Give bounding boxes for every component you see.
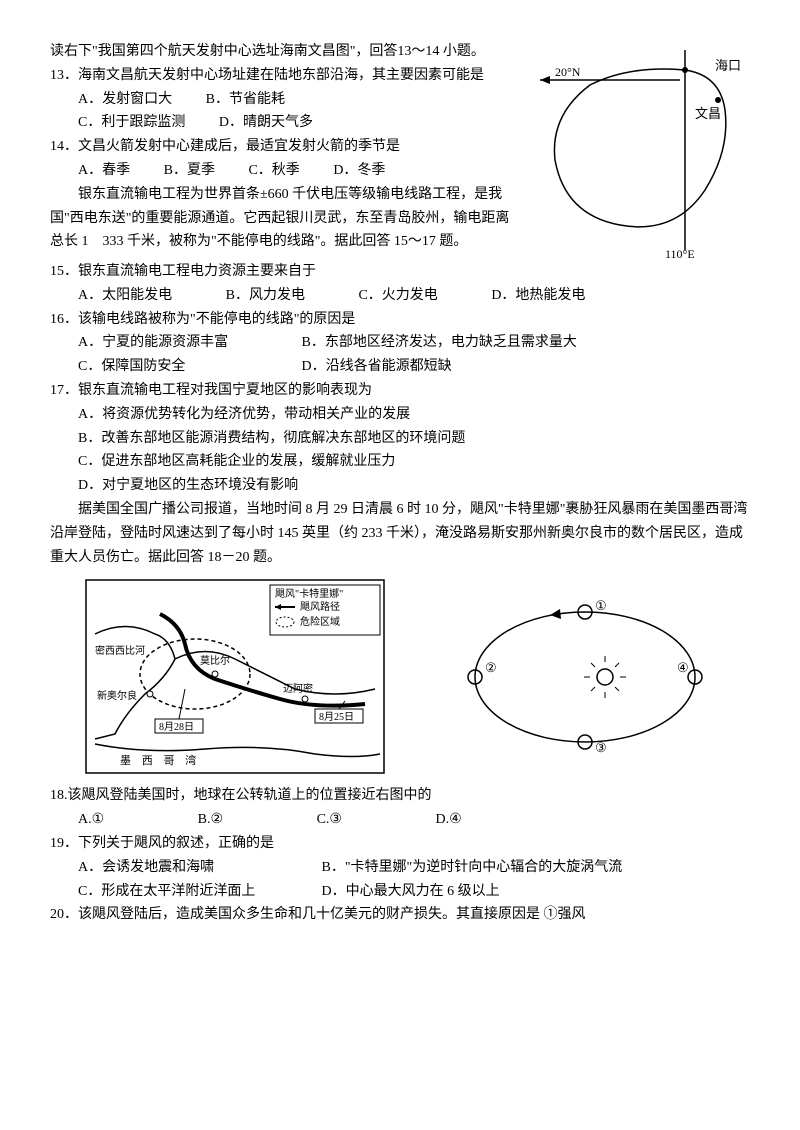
legend-path: 飓风路径 — [300, 600, 340, 613]
mobile-label: 莫比尔 — [200, 654, 230, 667]
haikou-label: 海口 — [715, 58, 741, 73]
q15-b: B．风力发电 — [226, 284, 305, 308]
q13-b: B．节省能耗 — [206, 88, 285, 112]
q14-d: D．冬季 — [333, 159, 385, 183]
q19-c: C．形成在太平洋附近洋面上 — [78, 880, 288, 904]
gulf-label: 墨 西 哥 湾 — [120, 753, 200, 767]
miami-label: 迈阿密 — [283, 682, 313, 695]
q18-a: A.① — [78, 808, 104, 832]
q13-c: C．利于跟踪监测 — [78, 111, 185, 135]
neworleans-label: 新奥尔良 — [97, 689, 137, 702]
q16-c: C．保障国防安全 — [78, 355, 268, 379]
q18-c: C.③ — [317, 808, 342, 832]
q17-b: B．改善东部地区能源消费结构，彻底解决东部地区的环境问题 — [78, 427, 750, 451]
q17-c: C．促进东部地区高耗能企业的发展，缓解就业压力 — [78, 450, 750, 474]
hainan-map-svg: 20°N 110°E 海口 文昌 — [520, 40, 750, 260]
wenchang-label: 文昌 — [695, 106, 721, 121]
q19-a: A．会诱发地震和海啸 — [78, 856, 288, 880]
lon-label: 110°E — [665, 247, 695, 260]
q19-d: D．中心最大风力在 6 级以上 — [322, 880, 500, 904]
legend-zone: 危险区域 — [300, 615, 340, 628]
q13-d: D．晴朗天气多 — [219, 111, 313, 135]
q16-a: A．宁夏的能源资源丰富 — [78, 331, 268, 355]
orbit-diagram-svg: ① ② ③ ④ — [455, 592, 715, 762]
q14-b: B．夏季 — [164, 159, 215, 183]
q16-b: B．东部地区经济发达，电力缺乏且需求量大 — [302, 331, 577, 355]
q19-b: B．"卡特里娜"为逆时针向中心辐合的大旋涡气流 — [322, 856, 623, 880]
q17-text: 17．银东直流输电工程对我国宁夏地区的影响表现为 — [50, 379, 750, 403]
q16-d: D．沿线各省能源都短缺 — [302, 355, 452, 379]
q20-text: 20．该飓风登陆后，造成美国众多生命和几十亿美元的财产损失。其直接原因是 ①强风 — [50, 903, 750, 927]
orbit-p2: ② — [485, 660, 497, 675]
q13-a: A．发射窗口大 — [78, 88, 172, 112]
q14-a: A．春季 — [78, 159, 130, 183]
date25-label: 8月25日 — [319, 711, 354, 723]
mississippi-label: 密西西比河 — [95, 644, 145, 657]
q19-text: 19．下列关于飓风的叙述，正确的是 — [50, 832, 750, 856]
q18-b: B.② — [198, 808, 223, 832]
q18-text: 18.该飓风登陆美国时，地球在公转轨道上的位置接近右图中的 — [50, 784, 750, 808]
date28-label: 8月28日 — [159, 721, 194, 733]
hurricane-map-svg: 飓风"卡特里娜" 飓风路径 危险区域 密西西比河 新奥尔良 莫比尔 迈阿密 — [85, 579, 385, 774]
q17-a: A．将资源优势转化为经济优势，带动相关产业的发展 — [78, 403, 750, 427]
q15-text: 15．银东直流输电工程电力资源主要来自于 — [50, 260, 750, 284]
q18-d: D.④ — [435, 808, 461, 832]
q15-a: A．太阳能发电 — [78, 284, 172, 308]
lat-label: 20°N — [555, 65, 581, 79]
q16-text: 16．该输电线路被称为"不能停电的线路"的原因是 — [50, 308, 750, 332]
q18-intro: 据美国全国广播公司报道，当地时间 8 月 29 日清晨 6 时 10 分，飓风"… — [50, 498, 750, 569]
hainan-map-figure: 20°N 110°E 海口 文昌 — [520, 40, 750, 260]
q15-c: C．火力发电 — [358, 284, 437, 308]
q15-d: D．地热能发电 — [491, 284, 585, 308]
orbit-p3: ③ — [595, 740, 607, 755]
orbit-p4: ④ — [677, 660, 689, 675]
q17-d: D．对宁夏地区的生态环境没有影响 — [78, 474, 750, 498]
q14-c: C．秋季 — [248, 159, 299, 183]
orbit-p1: ① — [595, 598, 607, 613]
legend-title: 飓风"卡特里娜" — [275, 587, 343, 600]
